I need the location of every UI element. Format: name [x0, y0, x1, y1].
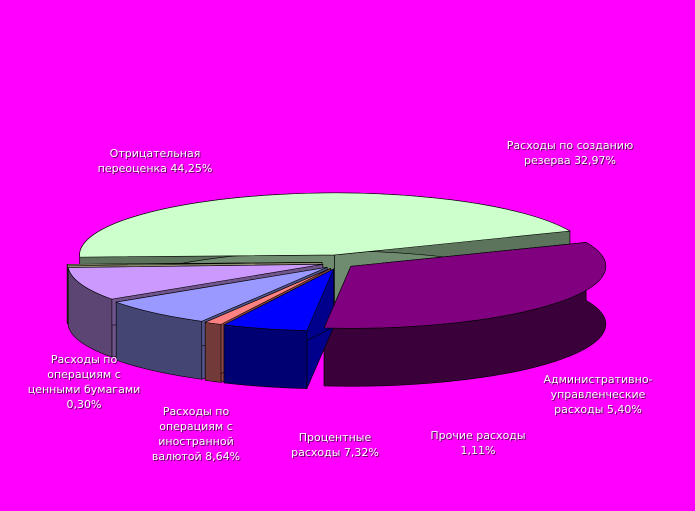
category-name: Расходы по операциям с иностранной валют…	[151, 405, 234, 463]
slice-label: Расходы по созданию резерва 32,97%	[500, 138, 640, 168]
value-label: 0,30%	[66, 398, 102, 411]
slice-label: Прочие расходы 1,11%	[418, 428, 538, 458]
value-label: 1,11%	[460, 444, 496, 457]
slice-label: Расходы по операциям с ценными бумагами …	[24, 352, 144, 412]
slice-label: Отрицательная переоценка 44,25%	[90, 146, 220, 176]
value-label: 8,64%	[205, 450, 241, 463]
category-name: Процентные расходы	[291, 431, 372, 459]
slice	[223, 268, 335, 331]
slice	[115, 267, 328, 322]
slice	[323, 242, 607, 329]
slice	[79, 192, 571, 258]
slice-side	[204, 322, 222, 383]
slice	[67, 264, 323, 300]
category-name: Отрицательная переоценка	[97, 147, 201, 175]
slice-label: Расходы по операциям с иностранной валют…	[146, 404, 246, 464]
category-name: Административно-управленческие расходы	[543, 373, 653, 416]
slice-label: Административно-управленческие расходы 5…	[533, 372, 663, 417]
slice-side	[223, 324, 308, 389]
slice	[204, 268, 331, 325]
value-label: 44,25%	[170, 162, 213, 175]
value-label: 5,40%	[606, 403, 642, 416]
category-name: Расходы по созданию резерва	[506, 139, 634, 167]
category-name: Прочие расходы	[430, 429, 526, 442]
value-label: 32,97%	[574, 154, 617, 167]
value-label: 7,32%	[343, 446, 379, 459]
slice-label: Процентные расходы 7,32%	[275, 430, 395, 460]
slice	[66, 262, 323, 266]
category-name: Расходы по операциям с ценными бумагами	[27, 353, 141, 396]
